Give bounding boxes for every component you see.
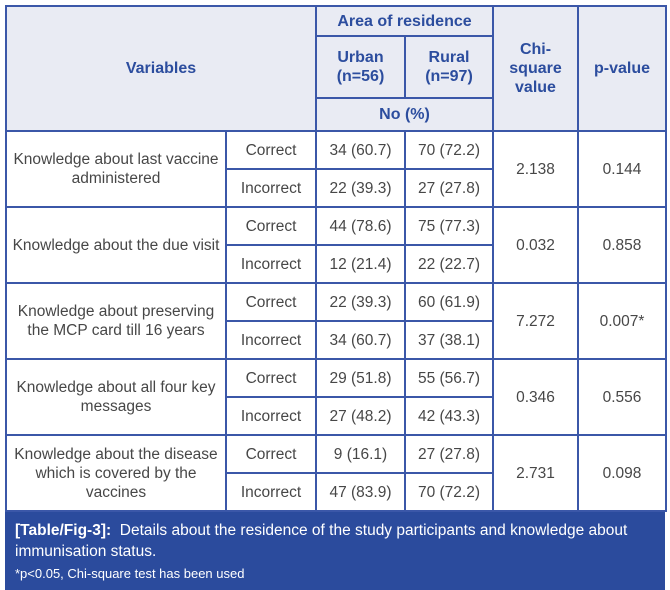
answer-correct-label: Correct <box>225 358 317 398</box>
table-caption-tag: [Table/Fig-3]: <box>15 522 112 539</box>
table-caption-text: Details about the residence of the study… <box>15 522 628 560</box>
urban-value: 27 (48.2) <box>315 396 406 436</box>
variable-label: Knowledge about preserving the MCP card … <box>5 282 227 360</box>
answer-incorrect-label: Incorrect <box>225 244 317 284</box>
table-body: Knowledge about last vaccine administere… <box>5 130 667 512</box>
p-value: 0.858 <box>577 206 667 284</box>
chi-square-value: 2.731 <box>492 434 579 512</box>
answer-correct-label: Correct <box>225 130 317 170</box>
rural-value: 70 (72.2) <box>404 130 494 170</box>
urban-value: 22 (39.3) <box>315 168 406 208</box>
rural-value: 22 (22.7) <box>404 244 494 284</box>
urban-value: 9 (16.1) <box>315 434 406 474</box>
urban-value: 44 (78.6) <box>315 206 406 246</box>
col-header-area-of-residence: Area of residence <box>315 5 494 37</box>
answer-incorrect-label: Incorrect <box>225 396 317 436</box>
rural-value: 27 (27.8) <box>404 168 494 208</box>
p-value: 0.144 <box>577 130 667 208</box>
answer-incorrect-label: Incorrect <box>225 168 317 208</box>
table-footnote: *p<0.05, Chi-square test has been used <box>15 566 245 581</box>
rural-value: 55 (56.7) <box>404 358 494 398</box>
table-caption: [Table/Fig-3]: Details about the residen… <box>15 520 655 562</box>
header-row-area: Variables Area of residence Chi- square … <box>5 5 667 132</box>
table-row: Incorrect 12 (21.4) 22 (22.7) <box>6 244 666 284</box>
table-row: Knowledge about last vaccine administere… <box>5 130 667 208</box>
urban-value: 12 (21.4) <box>315 244 406 284</box>
p-value: 0.007* <box>577 282 667 360</box>
header-row-no-pct: No (%) <box>6 97 666 132</box>
table-row: Knowledge about preserving the MCP card … <box>5 282 667 360</box>
urban-value: 29 (51.8) <box>315 358 406 398</box>
table-row: Knowledge about all four key messages Co… <box>5 358 667 436</box>
chi-square-value: 7.272 <box>492 282 579 360</box>
variable-label: Knowledge about the due visit <box>5 206 227 284</box>
answer-correct-label: Correct <box>225 206 317 246</box>
table-row: Incorrect 34 (60.7) 37 (38.1) <box>6 320 666 360</box>
chi-square-value: 0.032 <box>492 206 579 284</box>
table-row: Incorrect 47 (83.9) 70 (72.2) <box>6 472 666 512</box>
chi-square-value: 2.138 <box>492 130 579 208</box>
table-row: Incorrect 27 (48.2) 42 (43.3) <box>6 396 666 436</box>
answer-incorrect-label: Incorrect <box>225 472 317 512</box>
p-value: 0.556 <box>577 358 667 436</box>
col-header-variables: Variables <box>5 5 317 132</box>
variable-label: Knowledge about last vaccine administere… <box>5 130 227 208</box>
header-row-groups: Urban (n=56) Rural (n=97) <box>6 35 666 99</box>
rural-value: 37 (38.1) <box>404 320 494 360</box>
col-header-urban: Urban (n=56) <box>315 35 406 99</box>
urban-value: 34 (60.7) <box>315 320 406 360</box>
rural-value: 70 (72.2) <box>404 472 494 512</box>
table-header: Variables Area of residence Chi- square … <box>5 5 667 132</box>
col-header-chi-square: Chi- square value <box>492 5 579 132</box>
p-value: 0.098 <box>577 434 667 512</box>
col-header-no-pct: No (%) <box>315 97 494 132</box>
residence-knowledge-table: Variables Area of residence Chi- square … <box>5 5 667 512</box>
table-row: Incorrect 22 (39.3) 27 (27.8) <box>6 168 666 208</box>
table-caption-bar: [Table/Fig-3]: Details about the residen… <box>5 512 665 590</box>
answer-correct-label: Correct <box>225 434 317 474</box>
table-row: Knowledge about the due visit Correct 44… <box>5 206 667 284</box>
urban-value: 22 (39.3) <box>315 282 406 322</box>
variable-label: Knowledge about the disease which is cov… <box>5 434 227 512</box>
chi-square-value: 0.346 <box>492 358 579 436</box>
col-header-p-value: p-value <box>577 5 667 132</box>
rural-value: 27 (27.8) <box>404 434 494 474</box>
rural-value: 75 (77.3) <box>404 206 494 246</box>
table-row: Knowledge about the disease which is cov… <box>5 434 667 512</box>
answer-incorrect-label: Incorrect <box>225 320 317 360</box>
rural-value: 42 (43.3) <box>404 396 494 436</box>
urban-value: 47 (83.9) <box>315 472 406 512</box>
col-header-rural: Rural (n=97) <box>404 35 494 99</box>
variable-label: Knowledge about all four key messages <box>5 358 227 436</box>
rural-value: 60 (61.9) <box>404 282 494 322</box>
urban-value: 34 (60.7) <box>315 130 406 170</box>
answer-correct-label: Correct <box>225 282 317 322</box>
